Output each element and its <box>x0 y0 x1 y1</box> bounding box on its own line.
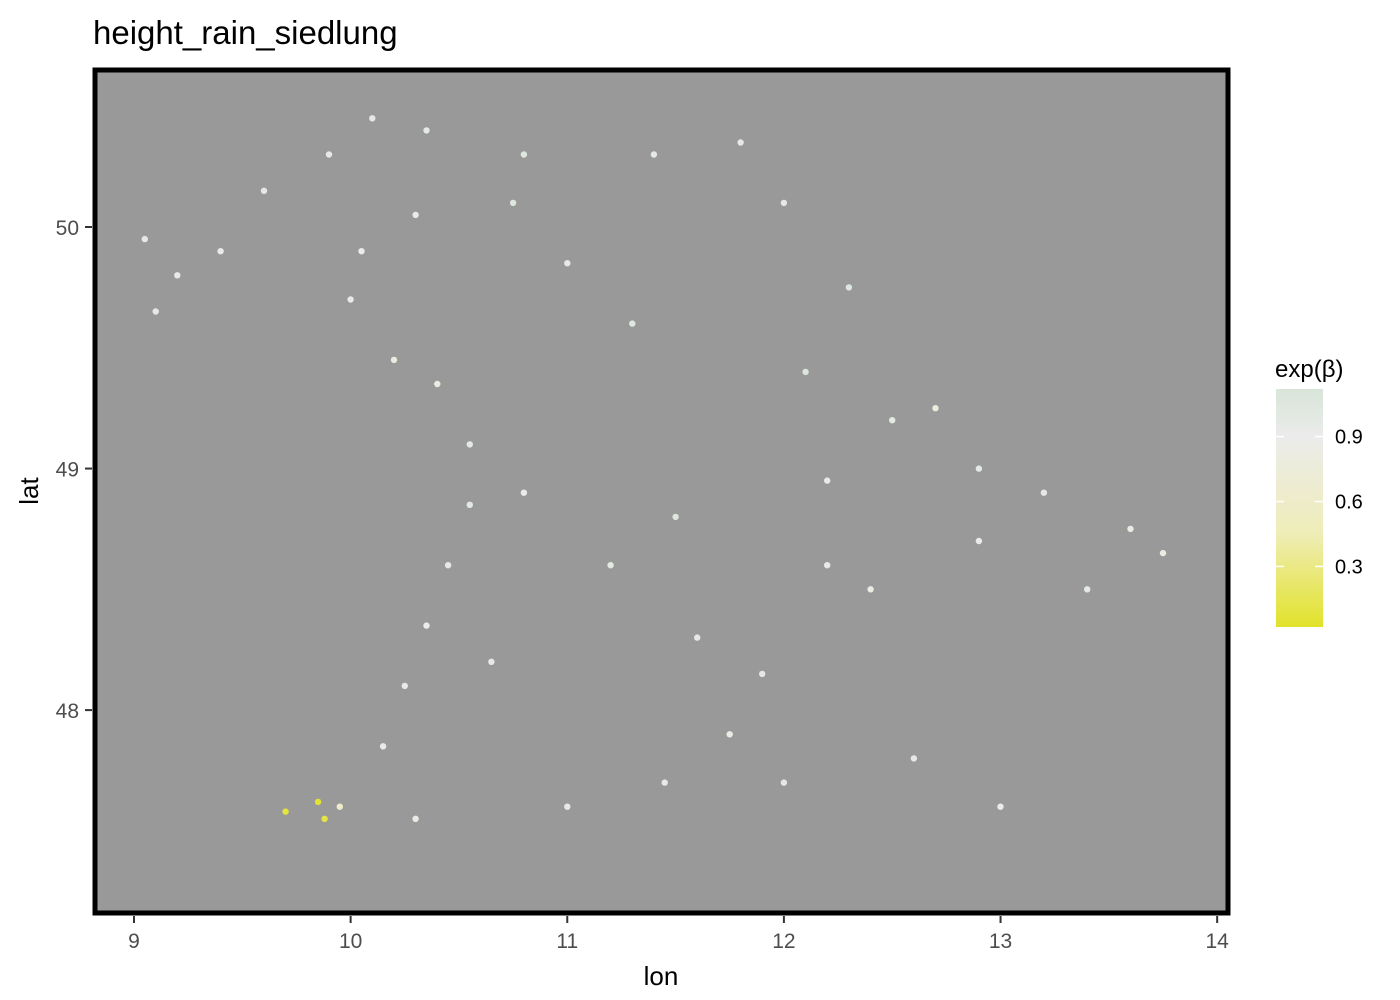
x-tick-label: 14 <box>1205 930 1229 953</box>
data-point <box>975 465 983 472</box>
y-tick-label: 50 <box>56 217 79 240</box>
data-point <box>780 779 788 786</box>
data-point <box>412 211 419 219</box>
legend-tick-label: 0.9 <box>1335 427 1363 449</box>
data-point <box>1084 586 1091 593</box>
data-point <box>520 151 528 158</box>
y-axis: 48 49 50 <box>56 217 92 723</box>
data-point <box>412 815 419 822</box>
legend-ticks: 0.3 0.6 0.9 <box>1276 427 1363 578</box>
data-point <box>466 501 473 508</box>
data-point <box>336 803 343 810</box>
legend-title: exp(β) <box>1275 356 1343 383</box>
x-tick-label: 11 <box>556 930 578 953</box>
data-point <box>997 803 1004 810</box>
legend-tick-label: 0.3 <box>1335 556 1363 578</box>
data-point <box>629 320 636 327</box>
x-tick-label: 10 <box>339 930 362 953</box>
data-point <box>217 248 224 255</box>
data-point <box>650 151 658 158</box>
data-point <box>1127 525 1134 533</box>
data-point <box>314 798 322 806</box>
data-point <box>910 755 918 762</box>
data-point <box>141 235 148 243</box>
data-point <box>390 356 398 364</box>
data-point <box>488 658 495 665</box>
x-axis-label: lon <box>644 961 679 991</box>
data-point <box>975 537 983 545</box>
data-point <box>824 477 831 484</box>
data-point <box>932 405 939 412</box>
data-point <box>423 622 430 629</box>
x-tick-label: 9 <box>128 930 140 953</box>
legend: exp(β) 0.3 0.6 0.9 <box>1275 356 1363 627</box>
plot-panel <box>92 67 1231 916</box>
chart-title: height_rain_siedlung <box>93 14 398 51</box>
data-point <box>1159 549 1167 557</box>
data-point <box>466 441 473 448</box>
data-point <box>423 127 430 134</box>
data-point <box>260 187 268 194</box>
data-point <box>434 380 441 388</box>
data-point <box>564 803 571 810</box>
data-point <box>737 139 744 146</box>
data-point <box>889 417 896 424</box>
legend-colorbar <box>1276 389 1323 627</box>
data-point <box>661 779 668 786</box>
x-tick-label: 13 <box>989 930 1012 953</box>
data-point <box>152 308 159 315</box>
x-axis: 9 10 11 12 13 14 <box>128 916 1229 953</box>
data-point <box>726 731 733 738</box>
data-point <box>325 151 333 158</box>
data-point <box>759 670 766 678</box>
data-point <box>694 634 701 641</box>
data-point <box>174 272 181 279</box>
data-point <box>607 562 614 569</box>
data-point <box>509 199 517 207</box>
data-point <box>867 586 874 593</box>
data-point <box>802 368 809 376</box>
data-point <box>672 513 679 521</box>
data-point <box>347 296 354 303</box>
data-point <box>321 815 328 822</box>
data-point <box>444 562 452 569</box>
data-point <box>379 743 387 750</box>
data-point <box>780 199 788 207</box>
y-tick-label: 48 <box>56 700 79 723</box>
data-point <box>369 115 376 122</box>
data-point <box>401 682 408 690</box>
y-tick-label: 49 <box>56 459 79 482</box>
legend-tick-label: 0.6 <box>1335 492 1363 514</box>
data-point <box>358 248 365 255</box>
data-point <box>845 284 853 291</box>
points-layer <box>141 115 1167 822</box>
data-point <box>282 808 289 815</box>
data-point <box>520 489 528 496</box>
x-tick-label: 12 <box>772 930 795 953</box>
data-point <box>1040 489 1048 496</box>
data-point <box>824 562 831 569</box>
data-point <box>564 260 571 267</box>
y-axis-label: lat <box>14 476 44 504</box>
